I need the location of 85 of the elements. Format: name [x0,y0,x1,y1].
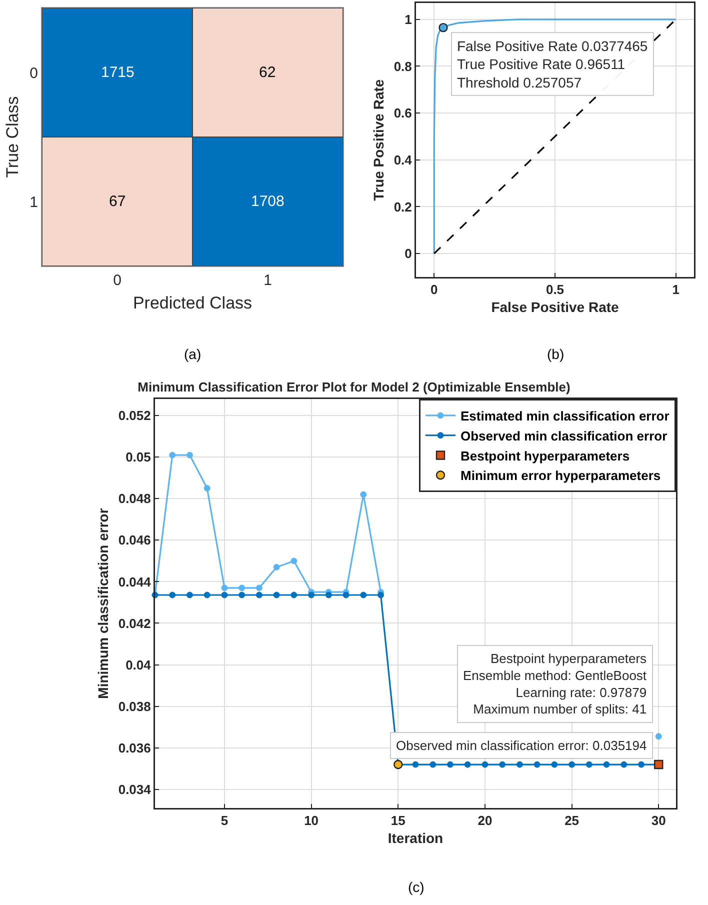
point [204,592,210,598]
legend-label: Minimum error hyperparameters [460,468,661,484]
text: (c) [408,879,424,895]
legend-label: Estimated min classification error [460,408,670,424]
y-tick-label: 0.4 [394,152,413,168]
y-tick-label: 0.048 [118,491,151,506]
point [360,592,367,598]
line-series [433,18,677,254]
point [534,761,540,768]
point [238,592,246,598]
point [586,761,592,768]
point [551,761,558,768]
point [325,592,332,598]
point [273,564,280,570]
point [378,592,384,598]
point [516,761,523,768]
y-tick-label: 0.038 [118,698,151,714]
x-tick-label: 10 [304,813,319,828]
point [412,761,419,768]
data-label: 62 [259,64,276,81]
x-axis-title: Iteration [388,830,444,846]
legend-label: Bestpoint hyperparameters [460,448,630,464]
point [256,584,262,592]
y-tick-label: 0.042 [118,616,151,631]
y-axis-title: True Positive Rate [370,79,387,201]
y-tick-label: 0.052 [118,408,151,424]
point [430,761,436,768]
point [342,592,350,598]
point [638,761,645,768]
point [169,592,176,598]
annotation: Bestpoint hyperparameters Ensemble method: GentleBoost Learning rate: 0.97879 Maximum number of splits: 41 [463,651,648,717]
y-tick-label: 0.034 [118,782,152,797]
point [256,592,262,598]
point [620,761,628,768]
x-tick-label: 25 [564,813,580,828]
x-tick-label: 1 [264,272,272,289]
point [603,761,610,768]
y-tick-label: 0.05 [126,450,151,465]
data-label: 1715 [101,64,134,81]
y-axis-title: True Class [3,96,22,178]
point [499,761,506,768]
point [482,761,488,768]
point [186,592,193,598]
data-label: 1708 [251,193,284,210]
point [204,485,210,492]
x-tick-label: 20 [478,813,492,828]
x-tick-label: 5 [220,813,228,828]
point [290,592,298,598]
point [655,733,662,740]
data-label: 67 [109,193,126,210]
annotation: False Positive Rate 0.0377465 True Positive Rate 0.96511 Threshold 0.257057 [457,38,648,90]
y-tick-label: 0.04 [126,657,152,672]
legend-label: Observed min classification error [460,428,668,444]
text: (b) [547,346,564,362]
y-tick-label: 1 [404,12,412,27]
y-tick-label: 0.044 [118,574,152,590]
x-tick-label: 1 [672,282,680,298]
y-tick-label: 0 [404,246,412,262]
point [273,592,280,598]
point [221,592,228,598]
chart-title: Minimum Classification Error Plot for Model 2 (Optimizable Ensemble) [138,380,570,395]
point [221,584,228,592]
x-axis-title: Predicted Class [132,293,252,312]
y-tick-label: 0.6 [394,106,412,121]
x-tick-label: 30 [651,813,666,828]
point [186,452,193,458]
y-tick-label: 0.2 [394,199,412,214]
point [446,761,454,768]
x-tick-label: 0 [430,282,438,298]
y-axis-title: Minimum classification error [95,508,112,699]
point [169,452,176,458]
y-tick-label: 0.8 [394,58,412,74]
y-tick-label: 0.036 [118,740,151,756]
point [238,584,246,592]
annotation: Observed min classification error: 0.035194 [396,738,647,753]
text: (a) [184,346,202,362]
x-tick-label: 0.5 [546,282,564,298]
point [360,491,367,498]
y-tick-label: 0.046 [118,532,151,548]
point [290,558,298,564]
x-axis-title: False Positive Rate [491,299,620,316]
point [464,761,471,768]
x-tick-label: 15 [390,813,406,828]
point [568,761,576,768]
point [308,592,315,598]
